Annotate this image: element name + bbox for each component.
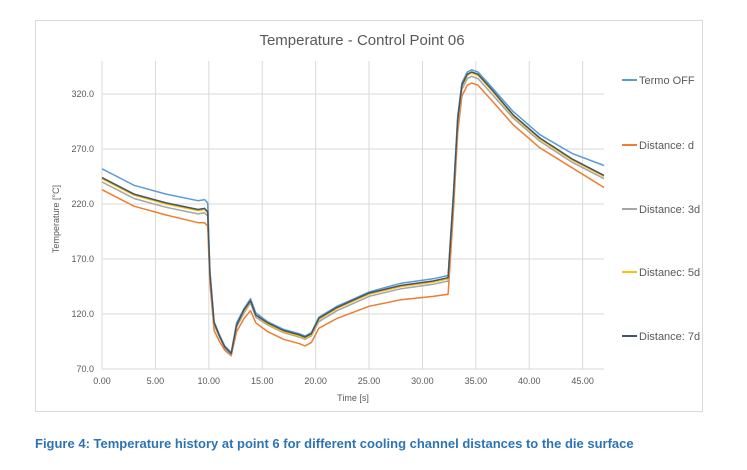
legend: Termo OFF Distance: d Distance: 3d Distanec… [622, 75, 700, 343]
grid [101, 61, 604, 370]
x-tick-label: 15.00 [251, 376, 274, 386]
y-tick-label: 70.0 [76, 364, 94, 374]
x-tick-label: 40.00 [518, 376, 541, 386]
series-line [101, 72, 605, 355]
x-tick-label: 35.00 [465, 376, 488, 386]
x-tick-label: 10.00 [198, 376, 221, 386]
x-tick-label: 0.00 [93, 376, 111, 386]
legend-label: Distanec: 5d [639, 267, 700, 279]
legend-label: Distance: 7d [639, 331, 700, 343]
series-line [101, 71, 605, 355]
y-tick-label: 120.0 [71, 309, 94, 319]
x-tick-label: 5.00 [147, 376, 165, 386]
legend-label: Termo OFF [639, 75, 695, 87]
x-tick-label: 45.00 [571, 376, 594, 386]
y-tick-label: 270.0 [71, 144, 94, 154]
x-axis-label: Time [s] [337, 393, 369, 403]
y-tick-label: 170.0 [71, 254, 94, 264]
y-axis-label: Temperature [°C] [51, 185, 61, 253]
tick-labels: 70.0 120.0 170.0 220.0 270.0 320.0 0.00 5.00 10.… [71, 89, 593, 386]
series-line [101, 69, 605, 354]
y-tick-label: 220.0 [71, 199, 94, 209]
series-lines [101, 69, 605, 357]
legend-label: Distance: d [639, 140, 694, 152]
chart-title: Temperature - Control Point 06 [259, 32, 464, 49]
x-tick-label: 20.00 [304, 376, 327, 386]
figure-caption: Figure 4: Temperature history at point 6… [35, 436, 634, 451]
legend-label: Distance: 3d [639, 204, 700, 216]
y-tick-label: 320.0 [71, 89, 94, 99]
x-tick-label: 25.00 [358, 376, 381, 386]
series-line [101, 82, 605, 357]
x-tick-label: 30.00 [411, 376, 434, 386]
